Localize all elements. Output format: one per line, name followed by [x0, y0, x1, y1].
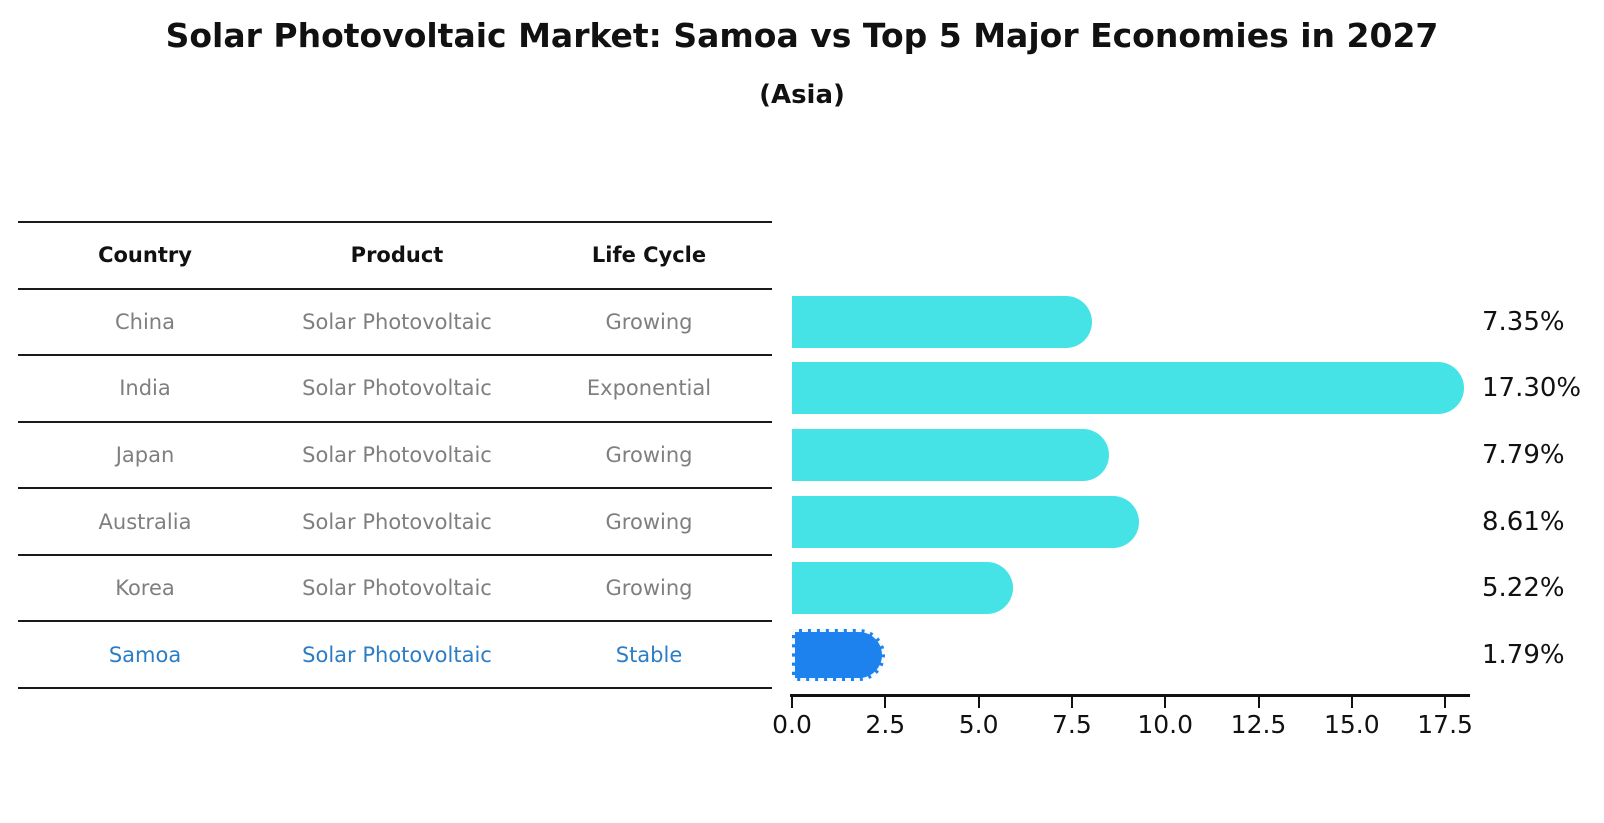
x-tick	[1444, 697, 1447, 708]
x-tick	[1350, 697, 1353, 708]
bar-value-label-korea: 5.22%	[1482, 573, 1565, 604]
cell-country-china: China	[115, 309, 175, 334]
x-tick-label: 2.5	[865, 710, 906, 739]
cell-product-australia: Solar Photovoltaic	[302, 509, 492, 534]
table-row-line	[18, 420, 772, 423]
table-row-line	[18, 553, 772, 556]
cell-product-samoa: Solar Photovoltaic	[302, 642, 492, 667]
cell-product-korea: Solar Photovoltaic	[302, 576, 492, 601]
bar-samoa	[792, 628, 885, 681]
cell-life-cycle-australia: Growing	[605, 509, 693, 534]
table-row-line	[18, 287, 772, 290]
bar-value-label-australia: 8.61%	[1482, 506, 1565, 537]
chart-subtitle: (Asia)	[759, 80, 845, 110]
table-row-line	[18, 487, 772, 490]
x-tick	[791, 697, 793, 708]
bar-china	[792, 295, 1093, 348]
cell-life-cycle-korea: Growing	[605, 576, 693, 601]
cell-country-australia: Australia	[98, 509, 192, 534]
bar-australia	[792, 495, 1140, 548]
bar-value-label-india: 17.30%	[1482, 373, 1582, 404]
x-tick-label: 17.5	[1417, 710, 1473, 739]
table-header-country: Country	[98, 243, 192, 268]
cell-country-samoa: Samoa	[108, 642, 182, 667]
table-row-line	[18, 687, 772, 689]
cell-product-china: Solar Photovoltaic	[302, 309, 492, 334]
cell-country-korea: Korea	[115, 576, 175, 601]
cell-product-japan: Solar Photovoltaic	[302, 443, 492, 467]
table-row-line	[18, 354, 772, 357]
cell-life-cycle-china: Growing	[605, 309, 693, 334]
cell-product-india: Solar Photovoltaic	[302, 376, 492, 401]
x-tick-label: 10.0	[1137, 710, 1194, 739]
bar-value-label-china: 7.35%	[1482, 306, 1565, 337]
table-header-product: Product	[350, 243, 444, 268]
cell-life-cycle-japan: Growing	[605, 443, 693, 467]
x-tick-label: 15.0	[1323, 710, 1380, 739]
bar-value-label-japan: 7.79%	[1482, 440, 1565, 470]
x-tick	[1070, 697, 1073, 708]
bar-india	[792, 362, 1464, 415]
x-tick-label: 0.0	[772, 710, 812, 739]
table-header-life-cycle: Life Cycle	[591, 243, 707, 268]
bar-japan	[792, 429, 1109, 481]
cell-country-japan: Japan	[115, 443, 175, 467]
cell-life-cycle-india: Exponential	[586, 376, 712, 401]
chart-title: Solar Photovoltaic Market: Samoa vs Top …	[165, 16, 1439, 55]
x-tick	[1257, 697, 1260, 708]
x-tick-label: 12.5	[1230, 710, 1287, 739]
table-row-line	[18, 620, 772, 623]
x-tick-label: 7.5	[1052, 710, 1092, 739]
cell-country-india: India	[119, 376, 171, 401]
x-tick	[884, 697, 887, 708]
x-tick	[977, 697, 980, 708]
x-tick-label: 5.0	[958, 710, 999, 739]
x-axis-line	[790, 694, 1470, 697]
cell-life-cycle-samoa: Stable	[615, 642, 683, 667]
table-row-line	[18, 221, 772, 223]
x-tick	[1164, 697, 1167, 708]
bar-value-label-samoa: 1.79%	[1482, 639, 1565, 670]
bar-korea	[792, 562, 1013, 615]
